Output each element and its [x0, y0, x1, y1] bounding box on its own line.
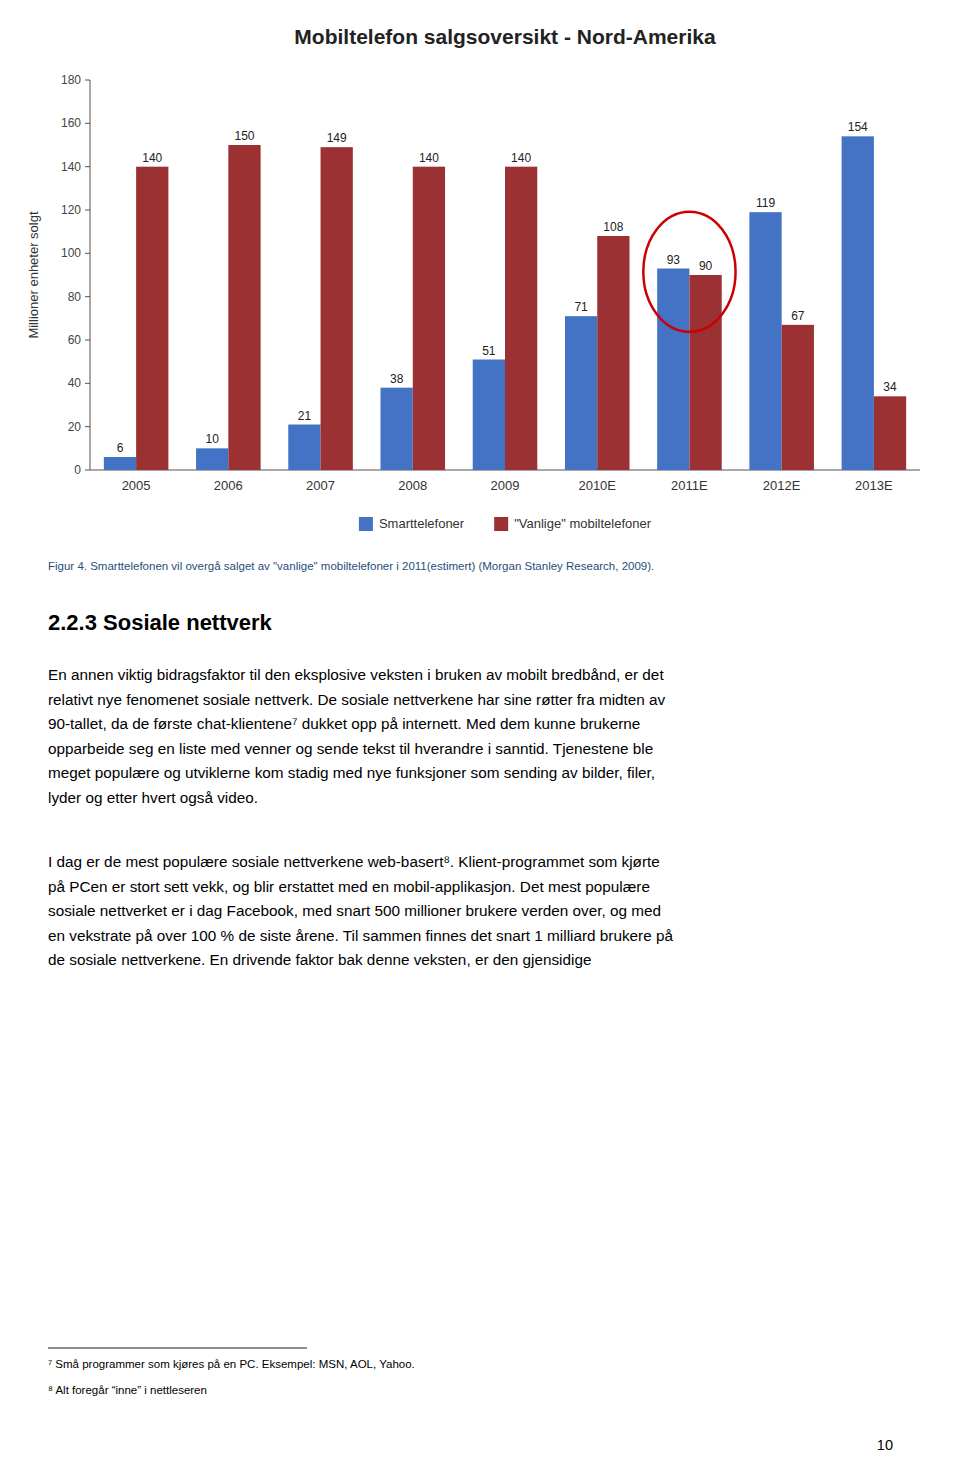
body-text: de sosiale nettverkene. En drivende fakt…	[48, 951, 591, 968]
y-tick	[85, 166, 90, 167]
data-label: 140	[142, 151, 162, 165]
bar	[381, 388, 413, 470]
bar	[842, 136, 874, 470]
data-label: 119	[756, 196, 775, 210]
x-tick-label: 2005	[122, 478, 151, 493]
bar	[136, 167, 168, 470]
y-tick-label: 40	[68, 376, 82, 390]
x-tick-label: 2007	[306, 478, 335, 493]
bar	[196, 448, 228, 470]
data-label: 140	[511, 151, 531, 165]
body-text: opparbeide seg en liste med venner og se…	[48, 740, 653, 757]
data-label: 149	[327, 131, 347, 145]
legend-item: "Vanlige" mobiltelefoner	[494, 516, 652, 531]
bar	[874, 396, 906, 470]
y-axis-label: Millioner enheter solgt	[26, 211, 41, 339]
x-tick-label: 2006	[214, 478, 243, 493]
y-tick	[85, 340, 90, 341]
body-text: på PCen er stort sett vekk, og blir erst…	[48, 878, 650, 895]
data-label: 108	[603, 220, 623, 234]
bar	[321, 147, 353, 470]
y-tick	[85, 123, 90, 124]
data-label: 21	[298, 409, 312, 423]
y-axis: 0 20 40 60 80 100 120 140 160 180	[61, 73, 90, 477]
bar	[288, 425, 320, 471]
data-label: 67	[791, 309, 805, 323]
data-label: 71	[574, 300, 588, 314]
data-labels: 6 10 21 38 51 71 93 119 154 140 150 149 140 140 108 90 6…	[117, 120, 897, 455]
bar	[782, 325, 814, 470]
data-label: 90	[699, 259, 713, 273]
y-tick-label: 60	[68, 333, 82, 347]
bar	[505, 167, 537, 470]
bar	[565, 316, 597, 470]
bar	[657, 269, 689, 471]
x-tick-label: 2011E	[671, 478, 708, 493]
page-number: 10	[877, 1437, 893, 1453]
data-label: 93	[667, 253, 681, 267]
body-text: sosiale nettverket er i dag Facebook, me…	[48, 902, 661, 919]
chart-title: Mobiltelefon salgsoversikt - Nord-Amerik…	[294, 25, 716, 48]
y-tick	[85, 253, 90, 254]
y-axis-line	[90, 80, 91, 470]
y-tick-label: 80	[68, 290, 82, 304]
legend-swatch	[494, 517, 508, 531]
y-tick	[85, 426, 90, 427]
y-tick-label: 0	[74, 463, 81, 477]
section-title: 2.2.3 Sosiale nettverk	[48, 610, 273, 635]
footnote-separator	[48, 1348, 307, 1349]
bar	[413, 167, 445, 470]
data-label: 154	[848, 120, 868, 134]
y-tick-label: 100	[61, 246, 81, 260]
body-text: meget populære og utviklerne kom stadig …	[48, 764, 655, 781]
x-tick-label: 2010E	[578, 478, 616, 493]
y-tick	[85, 80, 90, 81]
y-tick	[85, 210, 90, 211]
footnote: ⁸ Alt foregår “inne” i nettleseren	[48, 1384, 207, 1396]
y-tick-label: 120	[61, 203, 81, 217]
legend-swatch	[359, 517, 373, 531]
data-label: 6	[117, 441, 124, 455]
y-tick-label: 140	[61, 160, 81, 174]
bar	[473, 360, 505, 471]
y-tick	[85, 470, 90, 471]
y-tick-label: 20	[68, 420, 82, 434]
data-label: 38	[390, 372, 404, 386]
x-tick-label: 2012E	[763, 478, 801, 493]
legend: Smarttelefoner "Vanlige" mobiltelefoner	[359, 516, 652, 531]
bars	[104, 136, 906, 470]
page: Mobiltelefon salgsoversikt - Nord-Amerik…	[0, 0, 960, 1478]
legend-label: "Vanlige" mobiltelefoner	[514, 516, 652, 531]
bar	[749, 212, 781, 470]
legend-item: Smarttelefoner	[359, 516, 465, 531]
y-tick-label: 180	[61, 73, 81, 87]
body-text: En annen viktig bidragsfaktor til den ek…	[48, 666, 664, 683]
body-text: 90-tallet, da de første chat-klientene⁷ …	[48, 715, 640, 732]
x-tick-label: 2008	[398, 478, 427, 493]
data-label: 34	[883, 380, 897, 394]
x-tick-label: 2013E	[855, 478, 893, 493]
footnote: ⁷ Små programmer som kjøres på en PC. Ek…	[48, 1358, 415, 1370]
body-text: lyder og etter hvert også video.	[48, 789, 258, 806]
bar	[104, 457, 136, 470]
bar	[597, 236, 629, 470]
data-label: 51	[482, 344, 496, 358]
y-tick	[85, 383, 90, 384]
legend-label: Smarttelefoner	[379, 516, 465, 531]
y-tick	[85, 296, 90, 297]
x-tick-label: 2009	[491, 478, 520, 493]
highlight-ellipse	[643, 212, 735, 332]
data-label: 10	[206, 432, 220, 446]
bar	[689, 275, 721, 470]
data-label: 140	[419, 151, 439, 165]
bar	[228, 145, 260, 470]
y-tick-label: 160	[61, 116, 81, 130]
body-text: relativt nye fenomenet sosiale nettverk.…	[48, 691, 666, 708]
data-label: 150	[234, 129, 254, 143]
body-text: en vekstrate på over 100 % de siste åren…	[48, 927, 673, 944]
body-text: I dag er de mest populære sosiale nettve…	[48, 853, 660, 870]
figure-caption: Figur 4. Smarttelefonen vil overgå salge…	[48, 560, 654, 572]
